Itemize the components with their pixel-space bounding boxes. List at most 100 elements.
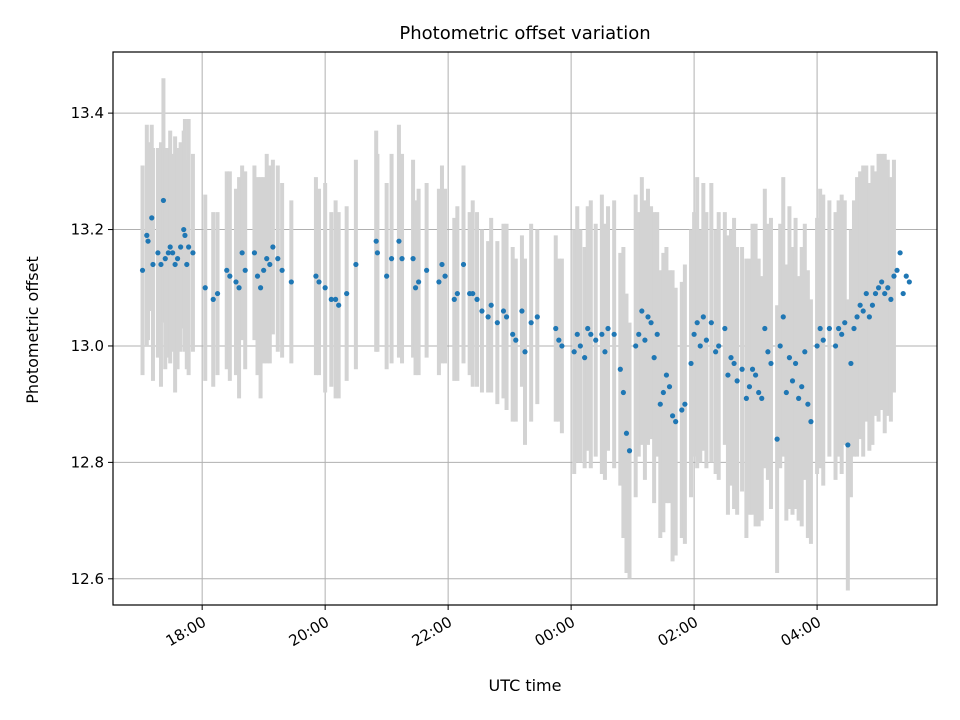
data-point xyxy=(848,360,854,367)
error-bars xyxy=(140,78,896,591)
data-point xyxy=(454,290,460,297)
data-point xyxy=(336,302,342,308)
x-axis-label: UTC time xyxy=(489,676,562,695)
data-point xyxy=(214,290,221,297)
data-point xyxy=(679,407,685,413)
data-point xyxy=(384,273,390,279)
data-point xyxy=(513,337,519,343)
data-point xyxy=(620,389,626,396)
data-point xyxy=(254,273,261,279)
data-point xyxy=(534,314,540,320)
data-point xyxy=(700,314,706,320)
data-point xyxy=(777,343,783,349)
data-point xyxy=(155,250,161,256)
x-tick-label: 20:00 xyxy=(286,613,332,650)
data-point xyxy=(851,325,857,332)
data-point xyxy=(556,337,562,343)
data-point xyxy=(663,372,670,378)
data-point xyxy=(651,355,657,361)
data-point xyxy=(802,349,808,355)
data-point xyxy=(697,343,703,349)
data-point xyxy=(626,448,633,454)
data-point xyxy=(866,314,872,320)
data-point xyxy=(582,355,588,361)
data-point xyxy=(888,296,894,302)
data-point xyxy=(611,331,617,337)
data-point xyxy=(202,285,208,291)
data-point xyxy=(645,314,651,320)
data-point xyxy=(854,314,860,320)
data-point xyxy=(817,325,823,332)
data-point xyxy=(275,256,281,262)
data-point xyxy=(571,349,577,355)
data-point xyxy=(633,343,639,349)
data-point xyxy=(703,337,710,343)
data-point xyxy=(264,256,270,262)
data-point xyxy=(574,331,580,337)
data-point xyxy=(270,244,276,250)
data-point xyxy=(585,325,591,332)
data-points xyxy=(139,197,912,454)
data-point xyxy=(673,419,679,425)
data-point xyxy=(522,349,528,355)
data-point xyxy=(479,308,485,314)
data-point xyxy=(789,378,796,384)
data-point xyxy=(832,343,839,349)
data-point xyxy=(743,395,749,401)
y-axis-label: Photometric offset xyxy=(23,256,42,404)
data-point xyxy=(786,355,793,361)
data-point xyxy=(900,290,906,297)
chart-title: Photometric offset variation xyxy=(399,23,650,44)
data-point xyxy=(774,436,780,442)
data-point xyxy=(860,308,866,314)
data-point xyxy=(906,279,912,285)
data-point xyxy=(233,279,239,285)
x-tick-label: 02:00 xyxy=(655,613,701,650)
data-point xyxy=(722,325,728,332)
data-point xyxy=(731,360,737,367)
y-tick-label: 12.6 xyxy=(71,570,104,588)
data-point xyxy=(227,273,233,279)
data-point xyxy=(261,267,267,273)
data-point xyxy=(820,337,826,343)
data-point xyxy=(410,256,416,262)
data-point xyxy=(149,215,155,221)
data-point xyxy=(666,384,673,390)
data-point xyxy=(528,320,534,326)
data-point xyxy=(768,360,774,367)
plot-frame xyxy=(112,51,938,606)
y-tick-label: 12.8 xyxy=(71,453,104,471)
data-point xyxy=(762,325,768,332)
y-tick-label: 13.2 xyxy=(71,221,104,239)
data-point xyxy=(593,337,599,343)
data-point xyxy=(158,261,164,268)
data-point xyxy=(559,343,565,349)
data-point xyxy=(503,314,510,320)
data-point xyxy=(170,250,176,256)
data-point xyxy=(190,250,196,256)
data-point xyxy=(869,302,876,308)
data-point xyxy=(660,389,666,396)
data-point xyxy=(181,226,187,233)
data-point xyxy=(257,285,264,291)
data-point xyxy=(279,267,285,273)
data-point xyxy=(150,261,156,268)
data-point xyxy=(160,197,167,204)
data-point xyxy=(657,401,663,407)
data-point xyxy=(494,320,500,326)
data-point xyxy=(510,331,516,337)
data-point xyxy=(875,285,882,291)
data-point xyxy=(836,325,842,332)
data-point xyxy=(842,320,848,326)
data-point xyxy=(162,256,168,262)
data-point xyxy=(682,401,688,407)
data-point xyxy=(799,384,805,390)
x-tick-label: 04:00 xyxy=(778,613,824,650)
data-point xyxy=(857,302,863,308)
x-tick-label: 18:00 xyxy=(163,613,209,650)
data-point xyxy=(814,343,820,349)
data-point xyxy=(236,285,242,291)
data-point xyxy=(588,331,594,337)
data-point xyxy=(716,343,722,349)
data-point xyxy=(728,355,734,361)
